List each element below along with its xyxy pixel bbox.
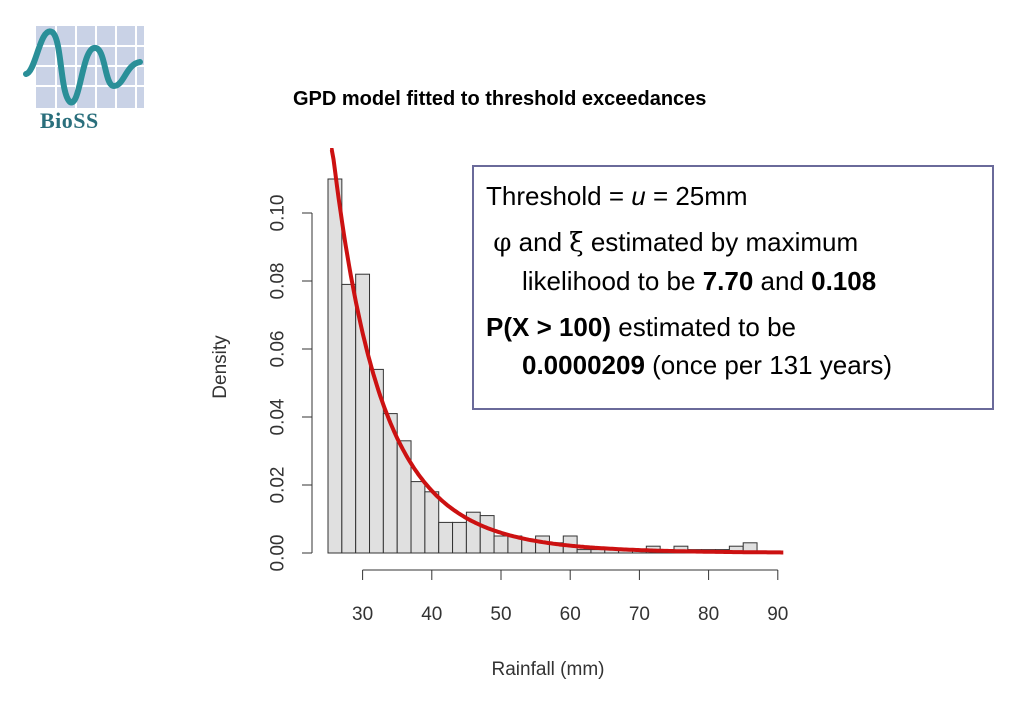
x-tick-label: 50 [490,604,511,625]
logo-wave-icon [23,28,143,106]
probability-value-line: 0.0000209 (once per 131 years) [486,346,980,384]
bioss-logo [23,26,144,108]
x-tick-label: 80 [698,604,719,625]
x-axis: 30 40 50 60 70 80 90 [352,569,788,625]
x-tick-label: 40 [421,604,442,625]
histogram-bar [493,535,509,554]
x-tick-label: 60 [560,604,581,625]
and-text-2: and [753,266,812,296]
y-tick-label: 0.02 [268,467,289,504]
x-tick-label: 70 [629,604,650,625]
y-axis: 0.00 0.02 0.04 0.06 0.08 0.10 [268,195,313,572]
y-tick-label: 0.04 [268,398,289,435]
xi-symbol: ξ [569,228,584,258]
histogram-bar [424,491,440,554]
x-tick-label: 90 [767,604,788,625]
x-axis-label: Rainfall (mm) [492,659,605,680]
estimate-line: φ and ξ estimated by maximum [486,223,980,262]
phi-symbol: φ [493,228,512,258]
histogram-bar [327,178,343,554]
y-tick-label: 0.10 [268,195,289,232]
histogram-bar [341,283,357,554]
estimate-text: estimated by maximum [583,227,859,257]
histogram-bar [438,521,454,554]
y-tick-label: 0.06 [268,331,289,368]
probability-value: 0.0000209 [522,350,645,380]
xi-value: 0.108 [811,266,877,296]
histogram-bar [576,549,592,554]
histogram-bar [410,481,426,554]
y-tick-label: 0.00 [268,535,289,572]
threshold-value: = 25mm [645,181,748,211]
model-info-box: Threshold = u = 25mm φ and ξ estimated b… [472,165,994,410]
probability-line: P(X > 100) estimated to be [486,308,980,346]
threshold-prefix: Threshold = [486,181,632,211]
probability-label: P(X > 100) [486,312,612,342]
likelihood-line: likelihood to be 7.70 and 0.108 [486,262,980,300]
phi-value: 7.70 [702,266,754,296]
threshold-line: Threshold = u = 25mm [486,177,980,215]
return-period-note: (once per 131 years) [644,350,893,380]
and-text: and [511,227,570,257]
threshold-variable: u [631,181,646,211]
x-tick-label: 30 [352,604,373,625]
histogram-bar [452,521,467,554]
probability-text: estimated to be [611,312,797,342]
histogram-bar [479,515,495,554]
y-axis-label: Density [210,335,231,399]
likelihood-text: likelihood to be [522,266,703,296]
gpd-density-curve [329,148,784,555]
y-tick-label: 0.08 [268,263,289,300]
logo-text: BioSS [40,108,99,133]
page-title: GPD model fitted to threshold exceedance… [293,88,707,110]
